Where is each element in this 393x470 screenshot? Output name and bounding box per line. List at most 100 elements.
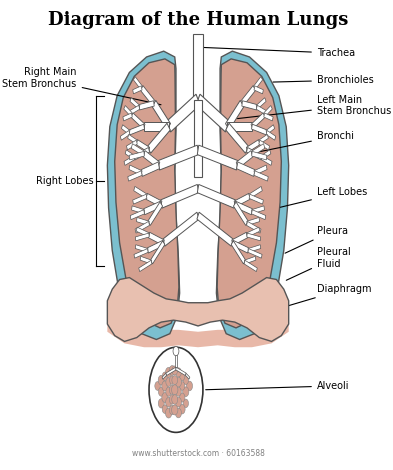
Circle shape [169,366,175,376]
Polygon shape [131,144,145,156]
Polygon shape [249,187,262,198]
Polygon shape [125,150,135,159]
Polygon shape [144,122,169,131]
Circle shape [175,377,182,387]
Polygon shape [128,171,142,181]
Polygon shape [129,151,144,160]
Text: Left Lobes: Left Lobes [280,188,367,207]
Circle shape [166,378,171,386]
Polygon shape [259,140,270,150]
Text: Right Main
Stem Bronchus: Right Main Stem Bronchus [2,68,161,105]
Circle shape [169,385,175,394]
Circle shape [155,382,160,390]
Circle shape [169,395,175,404]
Polygon shape [143,150,160,168]
Polygon shape [149,232,164,245]
Text: Pleural
Fluid: Pleural Fluid [286,247,351,280]
Polygon shape [246,148,262,160]
Polygon shape [175,355,177,368]
Polygon shape [152,101,171,130]
Polygon shape [134,77,143,90]
Polygon shape [185,373,190,379]
Polygon shape [124,105,132,117]
Polygon shape [254,171,268,181]
Polygon shape [161,184,199,208]
Circle shape [176,368,181,377]
Circle shape [165,408,172,418]
Polygon shape [158,145,199,170]
Circle shape [183,399,189,407]
Polygon shape [264,113,273,121]
Polygon shape [140,86,155,106]
Polygon shape [163,212,199,246]
Circle shape [179,372,185,381]
Polygon shape [115,59,179,328]
Text: Bronchi: Bronchi [252,131,354,153]
Text: Pleura: Pleura [285,226,348,253]
Polygon shape [127,140,137,150]
Polygon shape [128,134,137,144]
Polygon shape [237,162,255,176]
Polygon shape [151,241,165,264]
Polygon shape [256,105,267,115]
Polygon shape [147,123,170,153]
Circle shape [162,392,168,402]
Polygon shape [263,105,272,117]
Polygon shape [226,123,249,153]
Polygon shape [197,212,233,246]
Polygon shape [134,249,148,258]
Text: Alveoli: Alveoli [206,381,349,391]
Circle shape [158,376,164,385]
Polygon shape [244,256,256,264]
Polygon shape [148,202,163,226]
Polygon shape [248,249,262,258]
Text: Bronchioles: Bronchioles [273,75,374,85]
Polygon shape [261,156,272,165]
Text: Trachea: Trachea [202,47,355,58]
Polygon shape [133,86,142,94]
Circle shape [183,376,189,384]
Circle shape [169,405,175,415]
Polygon shape [247,233,261,241]
Polygon shape [136,218,149,226]
Polygon shape [252,210,266,219]
Polygon shape [129,105,140,115]
Polygon shape [167,94,200,132]
Circle shape [172,366,178,375]
Polygon shape [143,201,162,215]
Polygon shape [134,187,147,198]
Circle shape [172,385,178,395]
Polygon shape [147,240,164,253]
Circle shape [162,381,168,391]
Polygon shape [136,140,150,152]
Polygon shape [130,98,140,109]
Polygon shape [132,206,144,214]
Polygon shape [266,125,275,134]
Polygon shape [252,206,264,214]
Circle shape [179,393,185,402]
Polygon shape [246,221,261,233]
Polygon shape [259,134,268,144]
Text: Diaphragm: Diaphragm [281,284,371,308]
Polygon shape [124,156,135,165]
Polygon shape [253,77,263,90]
Circle shape [165,398,172,407]
Polygon shape [146,193,162,207]
Polygon shape [247,218,259,226]
Polygon shape [254,86,263,94]
Polygon shape [226,101,244,130]
Circle shape [172,405,178,415]
Polygon shape [266,131,276,140]
Polygon shape [135,221,149,233]
Circle shape [158,387,164,396]
Polygon shape [232,240,249,253]
Polygon shape [176,367,186,376]
Polygon shape [135,245,148,252]
Polygon shape [261,150,271,159]
Polygon shape [196,94,230,132]
Circle shape [170,376,175,384]
Polygon shape [236,150,253,168]
Text: www.shutterstock.com · 60163588: www.shutterstock.com · 60163588 [132,449,264,458]
Polygon shape [241,86,255,106]
Polygon shape [139,101,154,110]
